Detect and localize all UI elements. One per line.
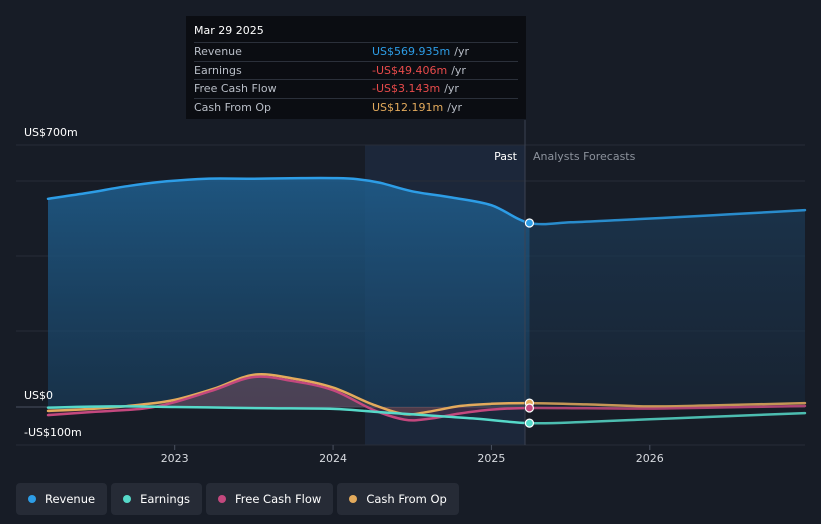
revenue-area-past bbox=[48, 177, 530, 407]
legend-label: Revenue bbox=[45, 492, 96, 506]
legend-item-cash-from-op[interactable]: Cash From Op bbox=[337, 483, 459, 515]
series-areas bbox=[48, 177, 805, 421]
legend-item-revenue[interactable]: Revenue bbox=[16, 483, 108, 515]
tooltip-value: US$12.191m bbox=[372, 100, 444, 114]
revenue-marker bbox=[524, 218, 535, 228]
tooltip-unit: /yr bbox=[447, 100, 462, 114]
free_cash_flow-line-past bbox=[46, 375, 530, 422]
tooltip-value: US$569.935m bbox=[372, 45, 451, 59]
chart-legend: Revenue Earnings Free Cash Flow Cash Fro… bbox=[16, 483, 459, 515]
tooltip-label: Revenue bbox=[194, 45, 242, 59]
tooltip-value: -US$49.406m bbox=[372, 63, 448, 77]
free_cash_flow-line-forecast bbox=[529, 404, 807, 410]
tooltip-value: -US$3.143m bbox=[372, 82, 441, 96]
series-markers bbox=[524, 218, 535, 428]
tooltip-row-revenue: Revenue US$569.935m /yr bbox=[194, 42, 518, 61]
x-tick-label: 2023 bbox=[161, 452, 189, 465]
legend-label: Cash From Op bbox=[366, 492, 447, 506]
legend-item-earnings[interactable]: Earnings bbox=[111, 483, 202, 515]
tooltip-date: Mar 29 2025 bbox=[194, 24, 264, 37]
forecast-label: Analysts Forecasts bbox=[533, 150, 636, 163]
revenue-line-past bbox=[46, 176, 530, 225]
tooltip-unit: /yr bbox=[444, 82, 459, 96]
tooltip-row-free-cash-flow: Free Cash Flow -US$3.143m /yr bbox=[194, 79, 518, 98]
tooltip-unit: /yr bbox=[454, 45, 469, 59]
series-lines bbox=[46, 176, 807, 425]
cash_from_op-line-forecast bbox=[529, 401, 807, 408]
earnings-line-forecast bbox=[529, 411, 807, 425]
revenue-dot-icon bbox=[28, 495, 36, 503]
cash-from-op-dot-icon bbox=[349, 495, 358, 503]
free_cash_flow-marker bbox=[524, 403, 535, 413]
legend-label: Earnings bbox=[140, 492, 190, 506]
free-cash-flow-dot-icon bbox=[218, 495, 226, 503]
y-label-bottom: -US$100m bbox=[24, 426, 82, 439]
earnings-line-past bbox=[46, 405, 530, 425]
tooltip-label: Free Cash Flow bbox=[194, 82, 277, 96]
legend-item-free-cash-flow[interactable]: Free Cash Flow bbox=[206, 483, 334, 515]
earnings-dot-icon bbox=[123, 495, 132, 503]
cash_from_op-line-past bbox=[46, 373, 530, 416]
tooltip-label: Earnings bbox=[194, 63, 242, 77]
free_cash_flow-area bbox=[48, 376, 530, 421]
x-tick-label: 2024 bbox=[319, 452, 347, 465]
revenue-line-forecast bbox=[529, 208, 807, 226]
tooltip-row-earnings: Earnings -US$49.406m /yr bbox=[194, 60, 518, 80]
x-tick-label: 2025 bbox=[477, 452, 505, 465]
revenue-area-forecast bbox=[529, 210, 805, 407]
tooltip-unit: /yr bbox=[451, 63, 466, 77]
data-tooltip: Mar 29 2025 Revenue US$569.935m /yr Earn… bbox=[186, 16, 526, 119]
tooltip-label: Cash From Op bbox=[194, 100, 272, 114]
x-tick-label: 2026 bbox=[636, 452, 664, 465]
y-label-zero: US$0 bbox=[24, 389, 53, 402]
y-label-top: US$700m bbox=[24, 126, 78, 139]
tooltip-row-cash-from-op: Cash From Op US$12.191m /yr bbox=[194, 97, 518, 117]
past-label: Past bbox=[494, 150, 518, 163]
earnings-marker bbox=[524, 418, 535, 428]
legend-label: Free Cash Flow bbox=[235, 492, 322, 506]
x-axis-ticks: 2023 2024 2025 2026 bbox=[161, 445, 664, 465]
